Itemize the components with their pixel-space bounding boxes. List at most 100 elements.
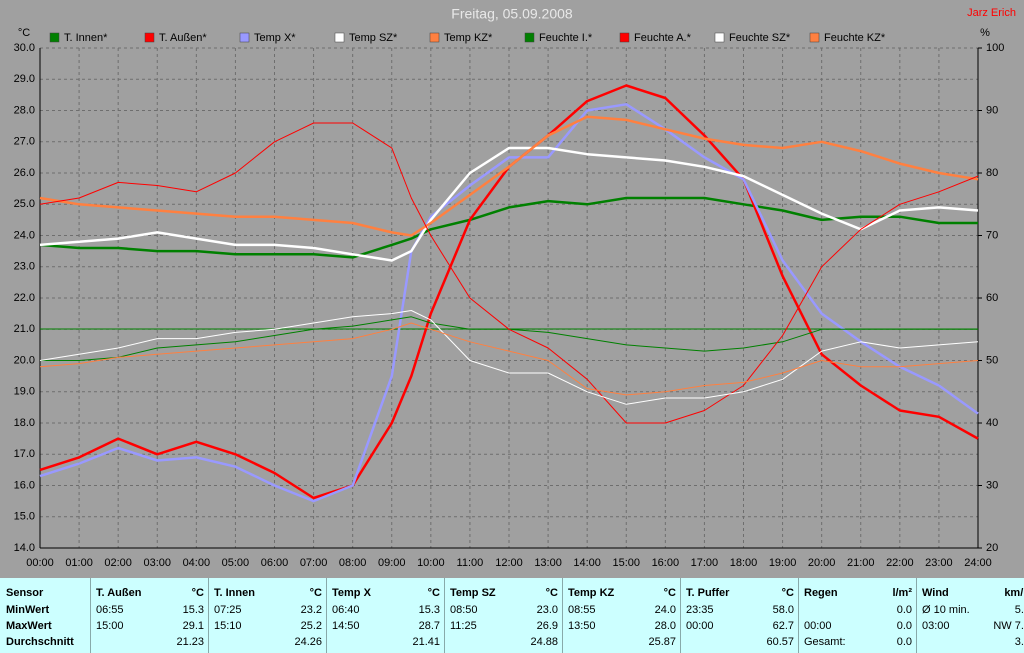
chart: Freitag, 05.09.2008 Jarz Erich °C % 14.0… — [14, 6, 1016, 569]
legend-swatch — [524, 32, 535, 43]
table-cell: Ø 10 min. — [922, 604, 970, 616]
table-cell: km/h — [1004, 587, 1024, 599]
table-cell: 14:50 — [332, 620, 360, 632]
x-tick-label: 00:00 — [26, 557, 54, 569]
x-tick-label: 19:00 — [769, 557, 797, 569]
y-tick-label: 22.0 — [14, 292, 35, 304]
series-line — [39, 122, 979, 424]
x-tick-label: 03:00 — [143, 557, 171, 569]
x-tick-label: 21:00 — [847, 557, 875, 569]
legend-label: Feuchte A.* — [634, 32, 692, 44]
table-cell: 58.0 — [772, 604, 794, 616]
column-separator — [680, 578, 681, 653]
y-tick-label: 19.0 — [14, 386, 35, 398]
table-cell: 3.8 — [1014, 636, 1024, 648]
table-cell: l/m² — [892, 587, 912, 599]
column-separator — [208, 578, 209, 653]
table-cell: 21.23 — [176, 636, 204, 648]
y-tick-label: 30.0 — [14, 42, 35, 54]
table-cell: Durchschnitt — [6, 636, 74, 648]
x-tick-label: 20:00 — [808, 557, 836, 569]
y-tick-label: 23.0 — [14, 261, 35, 273]
column-separator — [90, 578, 91, 653]
y-tick-label: 20.0 — [14, 354, 35, 366]
table-cell: 25.87 — [648, 636, 676, 648]
y-tick-label: 29.0 — [14, 73, 35, 85]
legend-label: Temp SZ* — [349, 32, 398, 44]
legend-swatch — [49, 32, 60, 43]
table-cell: 0.0 — [896, 636, 912, 648]
series-line — [39, 310, 979, 405]
legend-swatch — [239, 32, 250, 43]
legend-label: Feuchte I.* — [539, 32, 593, 44]
column-separator — [562, 578, 563, 653]
table-cell: 23.2 — [300, 604, 322, 616]
legend-label: Temp X* — [254, 32, 296, 44]
y2-tick-label: 40 — [986, 417, 998, 429]
table-cell: 24.88 — [530, 636, 558, 648]
x-tick-label: 11:00 — [457, 557, 484, 569]
table-cell: T. Außen — [96, 587, 142, 599]
x-tick-label: 16:00 — [652, 557, 680, 569]
table-cell: 00:00 — [804, 620, 832, 632]
table-cell: °C — [309, 587, 322, 599]
table-cell: Sensor — [6, 587, 44, 599]
y-tick-label: 21.0 — [14, 323, 35, 335]
table-cell: 26.9 — [536, 620, 558, 632]
y2-tick-label: 70 — [986, 229, 998, 241]
legend-swatch — [144, 32, 155, 43]
x-tick-label: 22:00 — [886, 557, 914, 569]
x-tick-label: 07:00 — [300, 557, 328, 569]
y-tick-label: 28.0 — [14, 104, 35, 116]
table-cell: MaxWert — [6, 620, 52, 632]
table-cell: 11:25 — [450, 620, 477, 632]
series-line — [39, 84, 979, 500]
table-cell: 5.2 — [1014, 604, 1024, 616]
table-cell: 25.2 — [300, 620, 322, 632]
legend-swatch — [429, 32, 440, 43]
table-cell: Temp X — [332, 587, 371, 599]
table-cell: 13:50 — [568, 620, 596, 632]
legend-swatch — [334, 32, 345, 43]
y2-tick-label: 20 — [986, 542, 998, 554]
legend-label: Temp KZ* — [444, 32, 493, 44]
series-line — [39, 196, 978, 259]
x-tick-label: 18:00 — [730, 557, 758, 569]
table-cell: 62.7 — [772, 620, 794, 632]
series-line — [39, 146, 979, 262]
table-cell: 29.1 — [182, 620, 204, 632]
table-cell: 28.0 — [654, 620, 676, 632]
series-line — [39, 103, 979, 503]
table-cell: Regen — [804, 587, 838, 599]
table-cell: Temp KZ — [568, 587, 615, 599]
table-cell: NW 7.6 — [993, 620, 1024, 632]
table-cell: 0.0 — [896, 620, 912, 632]
author: Jarz Erich — [967, 7, 1016, 19]
table-cell: 06:55 — [96, 604, 124, 616]
table-cell: °C — [781, 587, 794, 599]
legend-label: T. Außen* — [159, 32, 207, 44]
table-cell: Temp SZ — [450, 587, 496, 599]
table-cell: °C — [545, 587, 558, 599]
table-cell: 23:35 — [686, 604, 714, 616]
table-cell: 60.57 — [766, 636, 794, 648]
column-separator — [326, 578, 327, 653]
x-tick-label: 24:00 — [964, 557, 992, 569]
x-tick-label: 04:00 — [183, 557, 211, 569]
y-tick-label: 15.0 — [14, 511, 35, 523]
table-cell: 08:55 — [568, 604, 596, 616]
table-cell: 00:00 — [686, 620, 714, 632]
y-axis-unit: °C — [18, 27, 30, 39]
y2-tick-label: 30 — [986, 479, 998, 491]
table-cell: 07:25 — [214, 604, 242, 616]
table-cell: 15.3 — [418, 604, 440, 616]
y-tick-label: 18.0 — [14, 417, 35, 429]
legend-swatch — [714, 32, 725, 43]
table-cell: T. Puffer — [686, 587, 730, 599]
table-cell: T. Innen — [214, 587, 255, 599]
table-cell: 15:10 — [214, 620, 242, 632]
y2-tick-label: 80 — [986, 167, 998, 179]
legend-swatch — [809, 32, 820, 43]
table-cell: 24.26 — [294, 636, 322, 648]
